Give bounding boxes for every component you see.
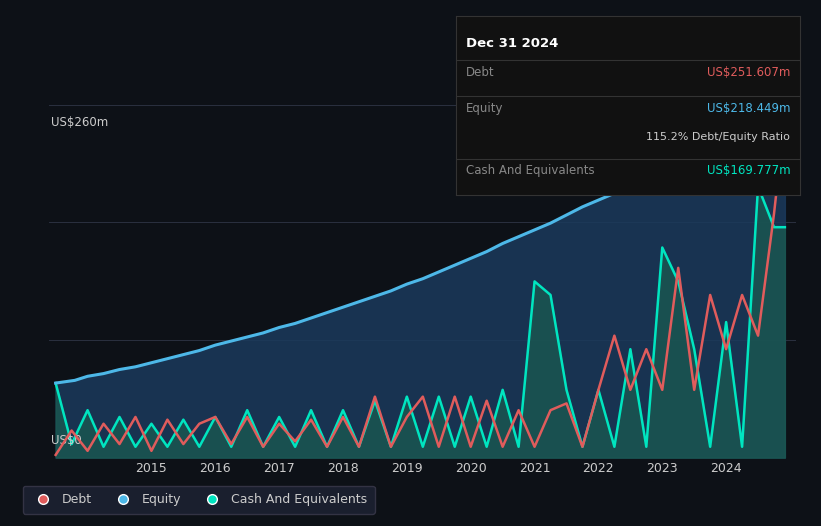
Legend: Debt, Equity, Cash And Equivalents: Debt, Equity, Cash And Equivalents: [23, 485, 374, 514]
Text: Equity: Equity: [466, 102, 503, 115]
Text: 115.2% Debt/Equity Ratio: 115.2% Debt/Equity Ratio: [646, 132, 790, 142]
Text: Cash And Equivalents: Cash And Equivalents: [466, 164, 594, 177]
Text: US$0: US$0: [51, 434, 81, 447]
Text: US$260m: US$260m: [51, 116, 108, 129]
Text: Debt: Debt: [466, 66, 494, 79]
Text: US$169.777m: US$169.777m: [707, 164, 790, 177]
Text: US$251.607m: US$251.607m: [707, 66, 790, 79]
Text: US$218.449m: US$218.449m: [707, 102, 790, 115]
Text: Dec 31 2024: Dec 31 2024: [466, 37, 558, 50]
